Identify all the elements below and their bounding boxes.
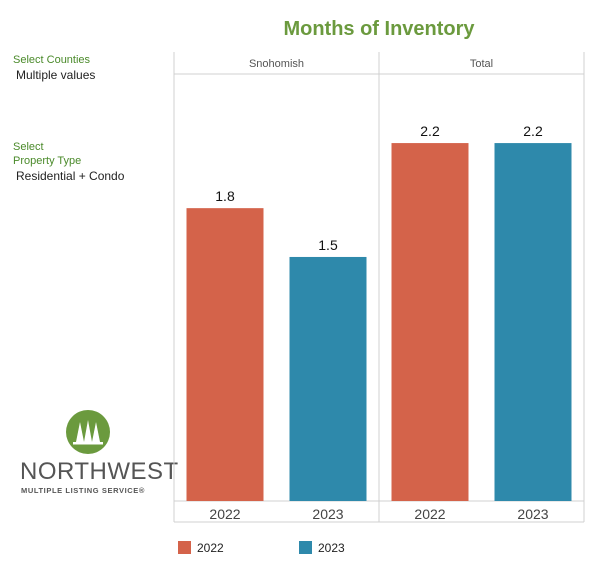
legend-swatch-2023 — [299, 541, 312, 554]
bar-snohomish-2022 — [186, 208, 264, 501]
counties-filter-value[interactable]: Multiple values — [16, 68, 96, 82]
data-label-total-2023: 2.2 — [523, 123, 543, 139]
legend-swatch-2022 — [178, 541, 191, 554]
counties-filter-label: Select Counties — [13, 54, 91, 66]
logo-name: NORTHWEST — [20, 458, 179, 485]
property-type-filter-label-line1: Select — [13, 141, 44, 153]
x-tick-snohomish-2023: 2023 — [312, 506, 343, 522]
tree-logo-icon — [66, 410, 110, 454]
panel-header-total: Total — [470, 58, 493, 70]
bar-total-2023 — [494, 143, 572, 502]
legend-label-2022: 2022 — [197, 541, 224, 555]
chart-title: Months of Inventory — [283, 18, 475, 40]
data-label-snohomish-2022: 1.8 — [215, 188, 235, 204]
x-tick-total-2023: 2023 — [517, 506, 548, 522]
bar-snohomish-2023 — [289, 256, 367, 501]
x-tick-total-2022: 2022 — [414, 506, 445, 522]
property-type-filter-value[interactable]: Residential + Condo — [16, 169, 125, 183]
panel-header-snohomish: Snohomish — [249, 58, 304, 70]
legend-label-2023: 2023 — [318, 541, 345, 555]
data-label-snohomish-2023: 1.5 — [318, 237, 338, 253]
x-tick-snohomish-2022: 2022 — [209, 506, 240, 522]
property-type-filter-label-line2: Property Type — [13, 155, 82, 167]
logo-subtitle: MULTIPLE LISTING SERVICE® — [21, 486, 146, 495]
bar-total-2022 — [391, 143, 469, 502]
data-label-total-2022: 2.2 — [420, 123, 440, 139]
